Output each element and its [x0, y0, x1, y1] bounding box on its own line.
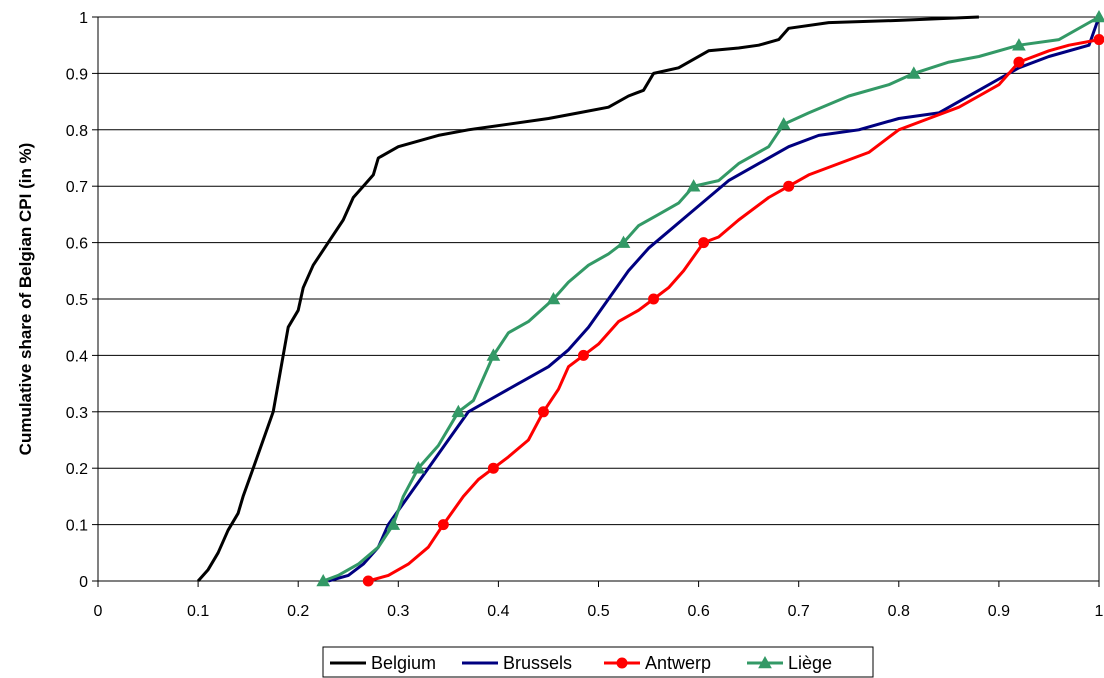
legend-marker-lige [758, 655, 772, 669]
series-marker-antwerp [648, 293, 660, 305]
series-marker-antwerp [577, 349, 589, 361]
x-tick-labels: 0 0.1 0.2 0.3 0.4 0.5 0.6 0.7 0.8 0.9 1 [94, 603, 1104, 620]
x-tick-label-1: 1 [1095, 603, 1104, 620]
series-line-belgium [196, 15, 979, 582]
series-marker-lige [906, 66, 921, 79]
gridlines [98, 16, 1099, 526]
y-tick-label-0.6: 0.6 [66, 236, 88, 253]
series-belgium [196, 15, 979, 582]
series-marker-antwerp [1093, 34, 1104, 46]
x-tick-label-0: 0 [94, 603, 103, 620]
legend-marker-antwerp [616, 657, 628, 669]
y-tick-label-1: 1 [79, 10, 88, 27]
series-marker-antwerp [537, 406, 549, 418]
x-tick-label-0.1: 0.1 [187, 603, 209, 620]
series-marker-antwerp [487, 462, 499, 474]
x-tick-label-0.2: 0.2 [287, 603, 309, 620]
series-line-antwerp [367, 38, 1100, 583]
legend-label-belgium: Belgium [371, 653, 436, 673]
series-marker-lige [1092, 9, 1104, 23]
series-lige [316, 9, 1104, 587]
y-tick-label-0.7: 0.7 [66, 179, 88, 196]
series-marker-antwerp [437, 519, 449, 531]
series-marker-antwerp [698, 237, 710, 249]
series-marker-antwerp [362, 575, 374, 587]
y-tick-label-0: 0 [79, 574, 88, 591]
legend-item-antwerp: Antwerp [604, 653, 711, 673]
legend-label-antwerp: Antwerp [645, 653, 711, 673]
x-tick-label-0.6: 0.6 [687, 603, 709, 620]
legend-label-lige: Liège [788, 653, 832, 673]
y-tick-label-0.8: 0.8 [66, 123, 88, 140]
y-tick-label-0.3: 0.3 [66, 405, 88, 422]
series-marker-lige [686, 179, 701, 192]
x-tick-label-0.4: 0.4 [487, 603, 509, 620]
series-marker-antwerp [783, 180, 795, 192]
x-tick-label-0.7: 0.7 [788, 603, 810, 620]
y-tick-label-0.2: 0.2 [66, 461, 88, 478]
x-tick-label-0.9: 0.9 [988, 603, 1010, 620]
y-tick-label-0.9: 0.9 [66, 66, 88, 83]
series-marker-lige [616, 235, 631, 248]
legend-item-lige: Liège [747, 653, 832, 673]
series-marker-lige [316, 573, 331, 587]
x-tick-label-0.5: 0.5 [587, 603, 609, 620]
legend-item-brussels: Brussels [462, 653, 572, 673]
legend-item-belgium: Belgium [330, 653, 436, 673]
series-antwerp [362, 34, 1104, 587]
series-marker-lige [451, 404, 466, 418]
y-tick-label-0.5: 0.5 [66, 292, 88, 309]
series-marker-lige [411, 461, 426, 474]
series-brussels [327, 16, 1101, 583]
y-tick-label-0.1: 0.1 [66, 518, 88, 535]
series-marker-lige [776, 117, 791, 130]
legend: Belgium Brussels Antwerp Liège [322, 646, 874, 678]
x-tick-label-0.8: 0.8 [888, 603, 910, 620]
y-axis-title: Cumulative share of Belgian CPI (in %) [16, 143, 35, 456]
series-marker-lige [486, 348, 501, 361]
y-tick-label-0.4: 0.4 [66, 348, 88, 365]
legend-label-brussels: Brussels [503, 653, 572, 673]
series-marker-lige [386, 517, 401, 530]
series-line-brussels [327, 16, 1101, 583]
axes [92, 16, 1100, 587]
series-marker-antwerp [1013, 56, 1025, 68]
series-lines [196, 9, 1104, 587]
series-marker-lige [546, 291, 561, 305]
y-tick-labels: 0 0.1 0.2 0.3 0.4 0.5 0.6 0.7 0.8 0.9 1 [66, 10, 88, 591]
series-marker-lige [1012, 38, 1026, 51]
x-tick-label-0.3: 0.3 [387, 603, 409, 620]
